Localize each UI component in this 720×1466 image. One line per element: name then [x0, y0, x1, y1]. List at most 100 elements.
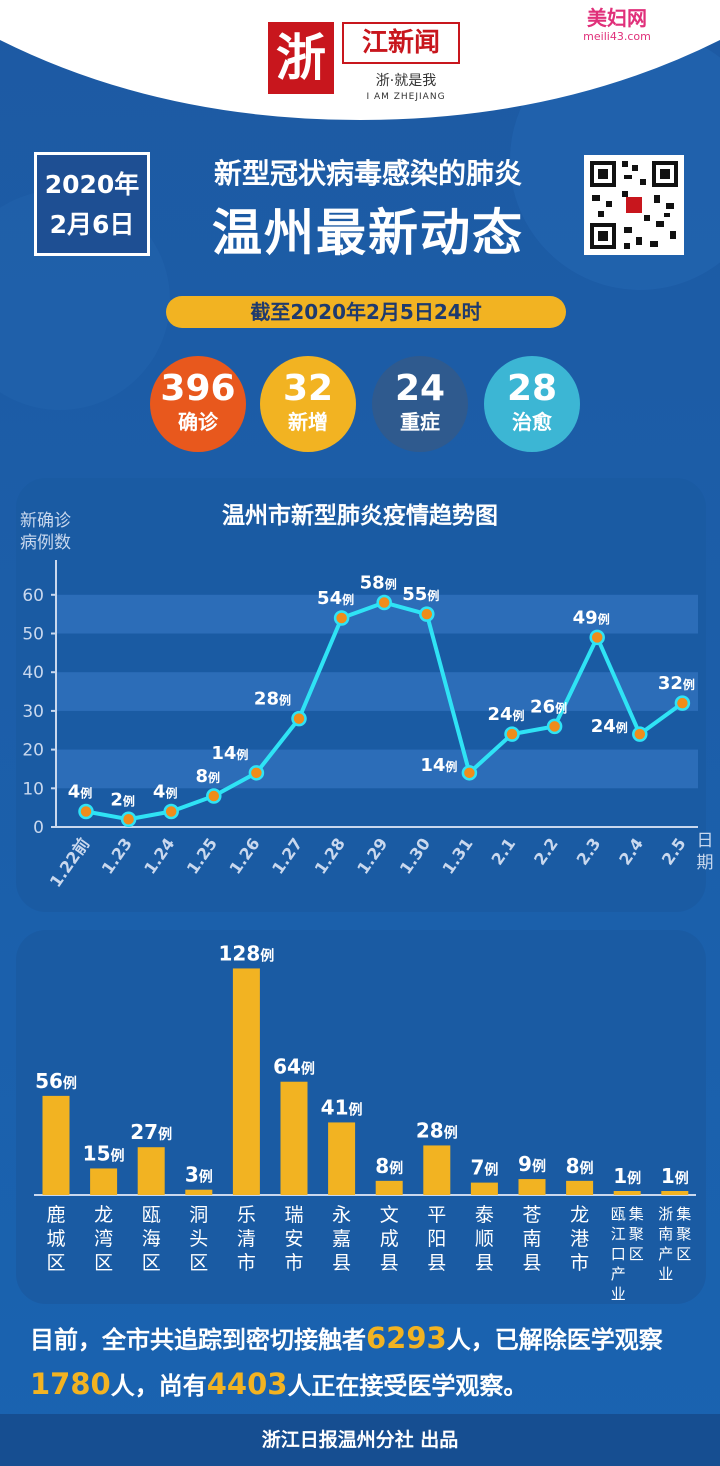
- date-day: 2月6日: [49, 210, 135, 239]
- brand-name: 江新闻: [342, 22, 460, 64]
- bar-category-char: 区: [629, 1245, 644, 1263]
- bar-category-char: 龙: [570, 1204, 589, 1226]
- bar-category-char: 安: [284, 1228, 303, 1250]
- data-label: 2例: [110, 789, 135, 810]
- bar: [518, 1179, 546, 1195]
- date-year: 2020年: [44, 170, 140, 199]
- data-point: [120, 811, 137, 828]
- x-tick-label: 2.3: [573, 834, 605, 868]
- summary-part-2: 人，已解除医学观察: [446, 1326, 663, 1354]
- bar-value-label: 7例: [470, 1156, 498, 1180]
- bar-category-char: 龙: [94, 1204, 113, 1226]
- x-axis-label-char: 期: [697, 853, 714, 873]
- summary-part-3: 人，尚有: [110, 1372, 207, 1400]
- bar-category-char: 聚: [629, 1225, 644, 1243]
- brand-slogan: 浙·就是我: [375, 73, 437, 89]
- data-label: 4例: [68, 782, 93, 803]
- brand-logo: 浙: [268, 22, 334, 94]
- data-label: 55例: [402, 584, 439, 605]
- bar: [90, 1168, 118, 1195]
- bar: [185, 1189, 213, 1195]
- x-tick-label: 1.22前: [46, 834, 93, 890]
- grid-band-0: [56, 749, 698, 789]
- x-tick-label: 2.5: [658, 834, 690, 868]
- data-point: [419, 606, 435, 622]
- x-tick-label: 1.27: [268, 834, 306, 877]
- bar-value-label: 8例: [566, 1154, 594, 1178]
- bar-category-char: 清: [237, 1228, 256, 1250]
- stat-label: 重症: [400, 410, 440, 434]
- data-label: 4例: [153, 782, 178, 803]
- bar-category-char: 瓯: [611, 1205, 626, 1223]
- bar-category-char: 集: [676, 1205, 691, 1223]
- data-label: 26例: [530, 696, 567, 717]
- y-tick-label: 20: [22, 741, 44, 761]
- stat-0: 396 确诊: [150, 356, 246, 452]
- data-label: 32例: [658, 673, 695, 694]
- bar-category-char: 海: [142, 1228, 161, 1250]
- logo-char: 浙: [276, 28, 326, 87]
- bar-category-char: 县: [380, 1252, 399, 1274]
- bar-value-label: 28例: [416, 1118, 458, 1142]
- data-label: 28例: [254, 689, 291, 710]
- stat-2: 24 重症: [372, 356, 468, 452]
- x-tick-label: 2.4: [615, 834, 647, 868]
- data-point: [78, 803, 94, 820]
- bar-category-char: 市: [237, 1252, 256, 1274]
- bar-category-char: 业: [611, 1285, 626, 1303]
- bar-category-char: 区: [46, 1252, 65, 1274]
- watermark: 美妇网 meili43.com: [552, 6, 682, 44]
- bar-category-char: 平: [427, 1204, 446, 1226]
- data-label: 24例: [487, 704, 524, 725]
- bar-category-char: 文: [380, 1204, 399, 1226]
- bar-value-label: 15例: [83, 1141, 125, 1165]
- bar: [42, 1095, 70, 1195]
- bar: [232, 968, 260, 1195]
- bar-value-label: 128例: [219, 941, 275, 965]
- district-chart-panel: [16, 930, 706, 1304]
- bar: [328, 1122, 356, 1195]
- stat-1: 32 新增: [260, 356, 356, 452]
- x-tick-label: 1.26: [225, 834, 263, 877]
- bar-category-char: 洞: [189, 1204, 208, 1226]
- data-point: [248, 765, 265, 781]
- bar-category-char: 顺: [475, 1228, 494, 1250]
- y-tick-label: 40: [22, 663, 44, 683]
- data-point: [461, 765, 478, 781]
- bar-value-label: 27例: [130, 1120, 172, 1144]
- data-label: 54例: [317, 588, 354, 609]
- y-axis-label-line2: 病例数: [20, 533, 71, 553]
- y-tick-label: 50: [22, 625, 44, 645]
- contacts-total: 6293: [366, 1321, 447, 1355]
- bar-category-char: 南: [522, 1228, 541, 1250]
- bar: [566, 1180, 594, 1195]
- data-point: [291, 710, 307, 727]
- bar-category-char: 区: [94, 1252, 113, 1274]
- bar: [280, 1081, 308, 1195]
- brand-slogan-en: I AM ZHEJIANG: [366, 92, 446, 102]
- y-tick-label: 30: [22, 702, 44, 722]
- watermark-url: meili43.com: [583, 30, 651, 43]
- stat-label: 治愈: [512, 410, 552, 434]
- qr-code-icon[interactable]: [584, 155, 684, 255]
- stat-label: 新增: [288, 410, 328, 434]
- stat-value: 32: [282, 368, 334, 409]
- bar-category-char: 泰: [475, 1204, 494, 1226]
- x-tick-label: 2.2: [530, 834, 562, 868]
- bar-category-char: 乐: [237, 1204, 256, 1226]
- bar-category-char: 产: [658, 1245, 673, 1263]
- x-tick-label: 1.25: [183, 834, 221, 877]
- summary-text: 目前，全市共追踪到密切接触者6293人，已解除医学观察 1780人，尚有4403人…: [30, 1316, 700, 1408]
- summary-part-1: 目前，全市共追踪到密切接触者: [30, 1326, 366, 1354]
- data-label: 58例: [360, 573, 397, 594]
- y-axis-label-line1: 新确诊: [20, 511, 71, 531]
- x-tick-label: 1.24: [140, 834, 178, 877]
- data-point: [589, 629, 605, 646]
- bar-value-label: 3例: [185, 1163, 213, 1187]
- grid-band-1: [56, 672, 698, 711]
- bar: [423, 1145, 451, 1195]
- bar-value-label: 8例: [375, 1154, 403, 1178]
- page-title: 温州最新动态: [212, 204, 524, 262]
- bar-category-char: 区: [189, 1252, 208, 1274]
